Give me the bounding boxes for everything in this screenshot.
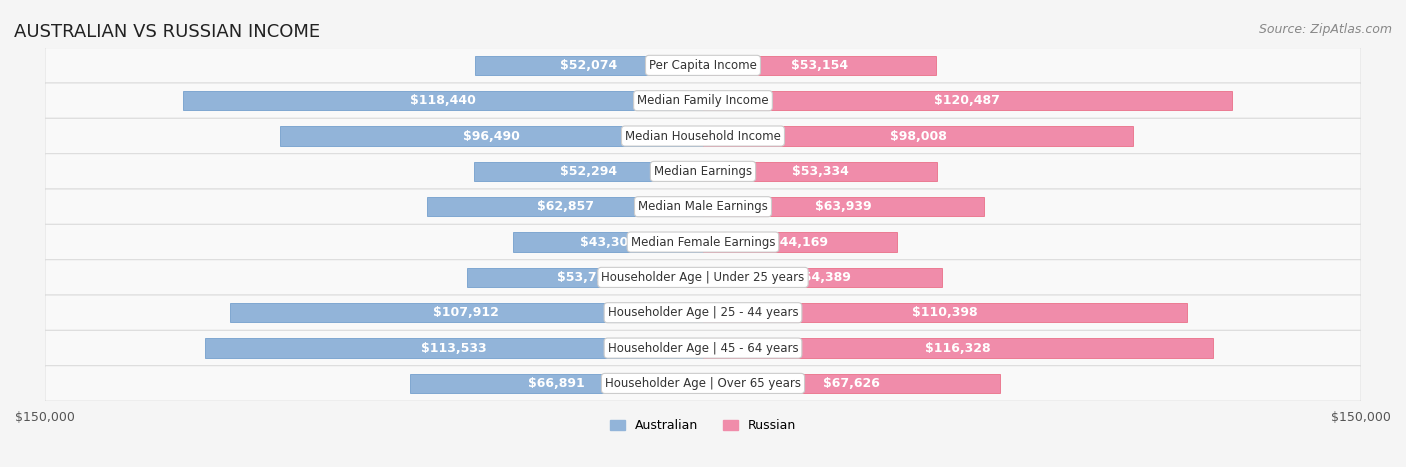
FancyBboxPatch shape (45, 330, 1361, 366)
Text: $44,169: $44,169 (772, 235, 828, 248)
Text: Householder Age | 25 - 44 years: Householder Age | 25 - 44 years (607, 306, 799, 319)
Bar (474, 162, 703, 181)
Text: $66,891: $66,891 (527, 377, 585, 390)
Text: Median Female Earnings: Median Female Earnings (631, 235, 775, 248)
Text: $96,490: $96,490 (463, 129, 520, 142)
Text: $54,389: $54,389 (794, 271, 851, 284)
Text: Householder Age | Over 65 years: Householder Age | Over 65 years (605, 377, 801, 390)
Text: $98,008: $98,008 (890, 129, 946, 142)
FancyBboxPatch shape (45, 224, 1361, 260)
Text: $52,294: $52,294 (560, 165, 617, 178)
FancyBboxPatch shape (45, 83, 1361, 119)
Text: $63,939: $63,939 (815, 200, 872, 213)
Bar (475, 56, 703, 75)
Text: Householder Age | 45 - 64 years: Householder Age | 45 - 64 years (607, 341, 799, 354)
Bar (513, 233, 703, 252)
Text: $110,398: $110,398 (912, 306, 979, 319)
Text: $53,154: $53,154 (792, 59, 848, 72)
Text: Per Capita Income: Per Capita Income (650, 59, 756, 72)
Text: $62,857: $62,857 (537, 200, 593, 213)
Bar (703, 197, 984, 216)
Text: $43,308: $43,308 (579, 235, 637, 248)
Bar (703, 233, 897, 252)
FancyBboxPatch shape (45, 48, 1361, 83)
Text: Median Household Income: Median Household Income (626, 129, 780, 142)
Bar (703, 91, 1232, 110)
Text: $116,328: $116,328 (925, 341, 991, 354)
Text: $67,626: $67,626 (823, 377, 880, 390)
Text: $118,440: $118,440 (411, 94, 477, 107)
Text: $107,912: $107,912 (433, 306, 499, 319)
Bar (703, 339, 1213, 358)
Text: $53,334: $53,334 (792, 165, 848, 178)
Text: $53,739: $53,739 (557, 271, 613, 284)
Bar (703, 162, 936, 181)
FancyBboxPatch shape (45, 118, 1361, 154)
Text: AUSTRALIAN VS RUSSIAN INCOME: AUSTRALIAN VS RUSSIAN INCOME (14, 23, 321, 42)
FancyBboxPatch shape (45, 366, 1361, 401)
Bar (229, 303, 703, 322)
Text: Median Male Earnings: Median Male Earnings (638, 200, 768, 213)
Bar (467, 268, 703, 287)
Text: Source: ZipAtlas.com: Source: ZipAtlas.com (1258, 23, 1392, 36)
Legend: Australian, Russian: Australian, Russian (605, 414, 801, 437)
Bar (703, 374, 1000, 393)
Bar (427, 197, 703, 216)
Bar (280, 126, 703, 146)
Text: $120,487: $120,487 (935, 94, 1000, 107)
FancyBboxPatch shape (45, 154, 1361, 189)
Bar (409, 374, 703, 393)
Text: Median Family Income: Median Family Income (637, 94, 769, 107)
FancyBboxPatch shape (45, 260, 1361, 295)
Bar (205, 339, 703, 358)
Text: $52,074: $52,074 (560, 59, 617, 72)
FancyBboxPatch shape (45, 189, 1361, 225)
Text: Median Earnings: Median Earnings (654, 165, 752, 178)
Bar (703, 303, 1187, 322)
Text: Householder Age | Under 25 years: Householder Age | Under 25 years (602, 271, 804, 284)
Bar (703, 268, 942, 287)
Bar (703, 56, 936, 75)
FancyBboxPatch shape (45, 295, 1361, 331)
Text: $113,533: $113,533 (422, 341, 486, 354)
Bar (183, 91, 703, 110)
Bar (703, 126, 1133, 146)
